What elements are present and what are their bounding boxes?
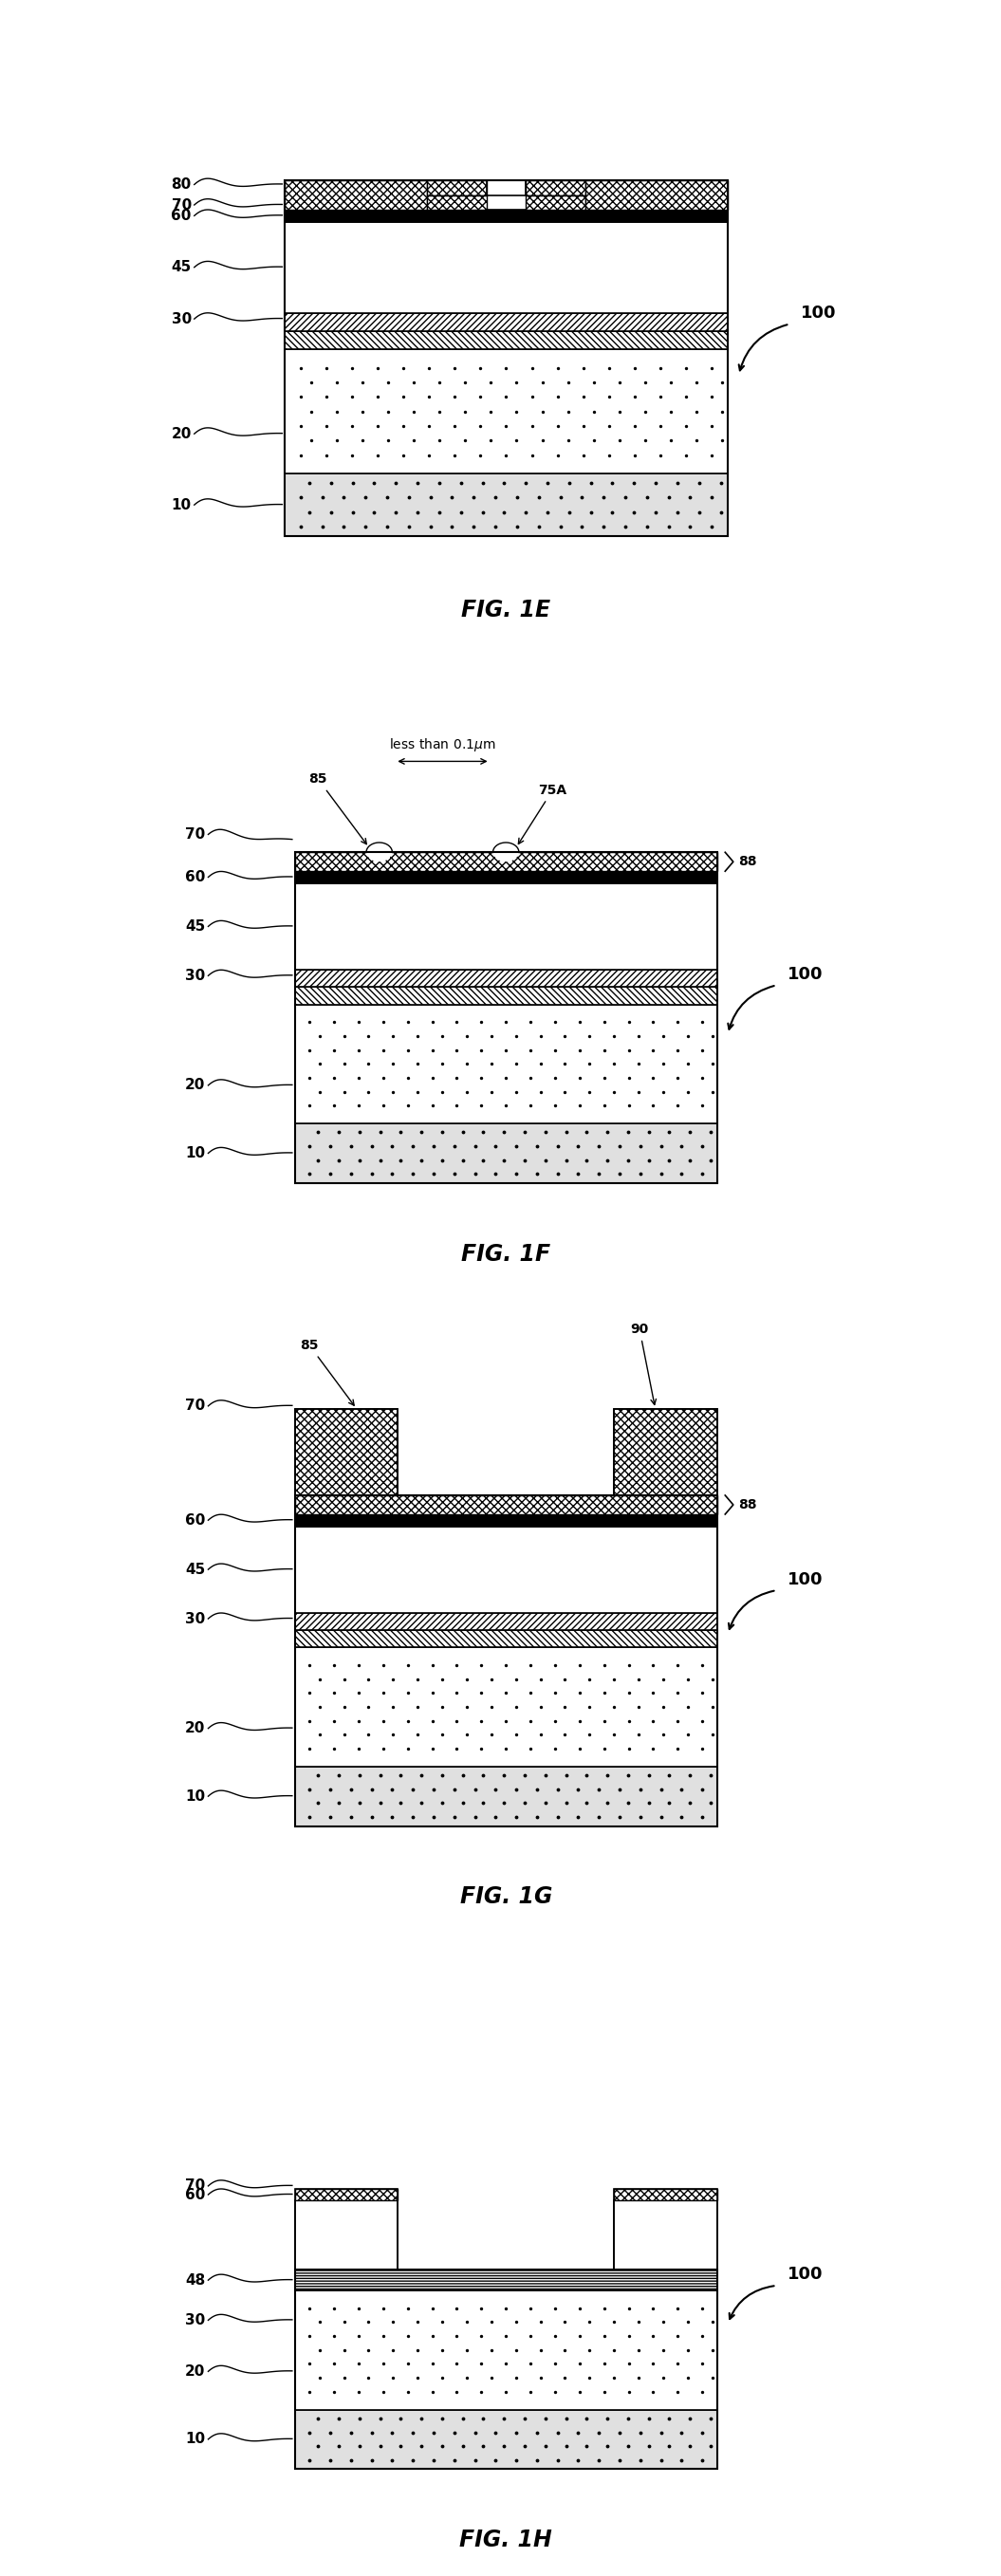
- Text: 88: 88: [739, 1499, 757, 1512]
- Text: 10: 10: [171, 497, 191, 513]
- Text: 85: 85: [300, 1340, 354, 1406]
- Text: 70: 70: [185, 827, 205, 842]
- Text: FIG. 1E: FIG. 1E: [461, 598, 551, 621]
- Bar: [295, 1631, 717, 1649]
- Bar: [295, 1123, 717, 1182]
- Text: 88: 88: [739, 855, 757, 868]
- Bar: [526, 196, 586, 209]
- Text: 45: 45: [185, 920, 205, 933]
- Bar: [295, 884, 717, 969]
- Bar: [615, 2200, 717, 2269]
- Bar: [526, 180, 586, 196]
- Text: 85: 85: [309, 773, 366, 845]
- Text: 48: 48: [185, 2272, 205, 2287]
- Text: 45: 45: [185, 1564, 205, 1577]
- Text: 100: 100: [801, 304, 837, 322]
- Bar: [295, 2200, 397, 2269]
- Bar: [586, 180, 728, 209]
- Bar: [295, 2190, 397, 2200]
- Text: 20: 20: [185, 1721, 205, 1736]
- Bar: [295, 1494, 717, 1826]
- Bar: [285, 222, 728, 312]
- Text: 100: 100: [788, 1571, 823, 1587]
- Text: 90: 90: [631, 1321, 656, 1404]
- Text: 10: 10: [185, 2432, 205, 2447]
- Bar: [615, 1409, 717, 1494]
- Polygon shape: [492, 842, 519, 853]
- Text: 30: 30: [185, 1613, 205, 1625]
- Text: 100: 100: [788, 966, 823, 984]
- Text: 60: 60: [185, 871, 205, 884]
- Bar: [295, 1494, 717, 1515]
- Text: 30: 30: [185, 969, 205, 984]
- Text: 10: 10: [185, 1790, 205, 1803]
- Bar: [285, 180, 426, 209]
- Bar: [295, 853, 717, 871]
- Polygon shape: [366, 842, 392, 853]
- Bar: [295, 1005, 717, 1123]
- Bar: [295, 2290, 717, 2409]
- Text: FIG. 1F: FIG. 1F: [461, 1242, 551, 1265]
- Text: 70: 70: [185, 2179, 205, 2192]
- Text: FIG. 1H: FIG. 1H: [459, 2530, 553, 2550]
- Text: 45: 45: [171, 260, 191, 276]
- Bar: [615, 2190, 717, 2269]
- Text: 80: 80: [171, 178, 191, 191]
- Bar: [295, 1767, 717, 1826]
- Bar: [295, 1409, 397, 1494]
- Bar: [295, 1525, 717, 1613]
- Bar: [615, 1409, 717, 1494]
- Bar: [295, 987, 717, 1005]
- Bar: [285, 209, 728, 222]
- Bar: [426, 196, 486, 209]
- Ellipse shape: [366, 842, 392, 863]
- Bar: [295, 871, 717, 884]
- Bar: [295, 969, 717, 987]
- Text: 70: 70: [171, 198, 191, 211]
- Bar: [295, 1649, 717, 1767]
- Bar: [295, 2190, 397, 2269]
- Text: 10: 10: [185, 1146, 205, 1159]
- Text: 20: 20: [185, 2365, 205, 2378]
- Bar: [295, 2269, 717, 2468]
- Bar: [295, 1515, 717, 1525]
- Text: 100: 100: [788, 2267, 823, 2282]
- Text: 60: 60: [171, 209, 191, 224]
- Text: 75A: 75A: [519, 783, 567, 845]
- Ellipse shape: [493, 842, 519, 863]
- Bar: [295, 1409, 397, 1494]
- Bar: [615, 2190, 717, 2200]
- Text: 20: 20: [185, 1079, 205, 1092]
- Bar: [295, 853, 717, 1182]
- Text: 60: 60: [185, 1512, 205, 1528]
- Bar: [285, 180, 728, 536]
- Text: 30: 30: [171, 312, 191, 327]
- Text: 30: 30: [185, 2313, 205, 2326]
- Text: FIG. 1G: FIG. 1G: [459, 1886, 553, 1909]
- Bar: [285, 348, 728, 474]
- Bar: [285, 312, 728, 330]
- Bar: [295, 2409, 717, 2468]
- Bar: [295, 2269, 717, 2290]
- Text: 60: 60: [185, 2187, 205, 2202]
- Text: 20: 20: [171, 428, 191, 440]
- Bar: [285, 330, 728, 348]
- Text: less than 0.1$\mu$m: less than 0.1$\mu$m: [389, 737, 495, 752]
- Bar: [295, 1613, 717, 1631]
- Bar: [285, 474, 728, 536]
- Text: 70: 70: [185, 1399, 205, 1414]
- Bar: [426, 180, 486, 196]
